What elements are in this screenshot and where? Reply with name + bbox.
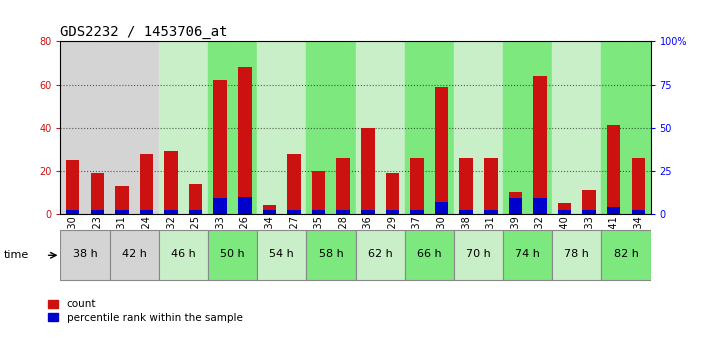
Bar	[287, 154, 301, 214]
Bar	[503, 230, 552, 280]
Bar	[405, 41, 429, 214]
Bar	[66, 160, 80, 214]
Text: 42 h: 42 h	[122, 249, 146, 259]
Bar	[183, 41, 208, 214]
Bar	[602, 230, 651, 280]
Bar	[189, 210, 203, 214]
Bar	[134, 41, 159, 214]
Bar	[361, 210, 375, 214]
Bar	[164, 151, 178, 214]
Bar	[552, 41, 577, 214]
Bar	[435, 202, 449, 214]
Bar	[607, 207, 621, 214]
Bar	[503, 41, 528, 214]
Bar	[479, 41, 503, 214]
Bar	[508, 198, 522, 214]
Bar	[238, 67, 252, 214]
Legend: count, percentile rank within the sample: count, percentile rank within the sample	[48, 299, 242, 323]
Text: GDS2232 / 1453706_at: GDS2232 / 1453706_at	[60, 25, 228, 39]
Bar	[336, 158, 350, 214]
Bar	[454, 41, 479, 214]
Bar	[159, 230, 208, 280]
Text: 38 h: 38 h	[73, 249, 97, 259]
Bar	[90, 210, 104, 214]
Bar	[528, 41, 552, 214]
Bar	[435, 87, 449, 214]
Bar	[356, 41, 380, 214]
Bar	[454, 230, 503, 280]
Text: 54 h: 54 h	[269, 249, 294, 259]
Bar	[238, 197, 252, 214]
Bar	[631, 158, 645, 214]
Bar	[602, 41, 626, 214]
Bar	[282, 41, 306, 214]
Text: 58 h: 58 h	[319, 249, 343, 259]
Bar	[159, 41, 183, 214]
Bar	[331, 41, 356, 214]
Bar	[336, 210, 350, 214]
Bar	[459, 210, 473, 214]
Bar	[257, 230, 306, 280]
Bar	[287, 210, 301, 214]
Bar	[140, 154, 154, 214]
Bar	[577, 41, 602, 214]
Text: 50 h: 50 h	[220, 249, 245, 259]
Bar	[213, 80, 227, 214]
Bar	[306, 230, 356, 280]
Text: 46 h: 46 h	[171, 249, 196, 259]
Bar	[429, 41, 454, 214]
Bar	[90, 173, 104, 214]
Bar	[60, 230, 109, 280]
Bar	[508, 193, 522, 214]
Bar	[66, 210, 80, 214]
Bar	[459, 158, 473, 214]
Bar	[626, 41, 651, 214]
Bar	[109, 230, 159, 280]
Text: 74 h: 74 h	[515, 249, 540, 259]
Bar	[312, 171, 326, 214]
Bar	[582, 190, 596, 214]
Text: 82 h: 82 h	[614, 249, 638, 259]
Bar	[552, 230, 602, 280]
Bar	[356, 230, 405, 280]
Text: 62 h: 62 h	[368, 249, 392, 259]
Bar	[582, 210, 596, 214]
Bar	[115, 210, 129, 214]
Text: 70 h: 70 h	[466, 249, 491, 259]
Bar	[533, 76, 547, 214]
Bar	[385, 173, 399, 214]
Bar	[189, 184, 203, 214]
Bar	[140, 210, 154, 214]
Bar	[385, 210, 399, 214]
Text: 78 h: 78 h	[565, 249, 589, 259]
Bar	[213, 198, 227, 214]
Bar	[557, 210, 571, 214]
Bar	[262, 205, 276, 214]
Bar	[232, 41, 257, 214]
Bar	[306, 41, 331, 214]
Bar	[208, 41, 232, 214]
Bar	[312, 210, 326, 214]
Text: time: time	[4, 250, 29, 260]
Bar	[405, 230, 454, 280]
Text: 66 h: 66 h	[417, 249, 442, 259]
Bar	[533, 198, 547, 214]
Bar	[262, 210, 276, 214]
Bar	[631, 210, 645, 214]
Bar	[115, 186, 129, 214]
Bar	[85, 41, 109, 214]
Bar	[380, 41, 405, 214]
Bar	[257, 41, 282, 214]
Bar	[164, 210, 178, 214]
Bar	[607, 126, 621, 214]
Bar	[410, 158, 424, 214]
Bar	[60, 41, 85, 214]
Bar	[361, 128, 375, 214]
Bar	[557, 203, 571, 214]
Bar	[208, 230, 257, 280]
Bar	[410, 210, 424, 214]
Bar	[484, 158, 498, 214]
Bar	[109, 41, 134, 214]
Bar	[484, 210, 498, 214]
